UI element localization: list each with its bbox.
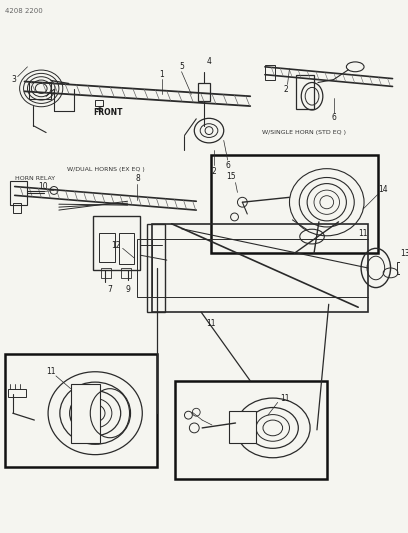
Bar	[137, 239, 152, 297]
Text: 1: 1	[160, 70, 164, 79]
Bar	[211, 155, 378, 253]
Text: 8: 8	[135, 174, 140, 183]
Text: 5: 5	[179, 62, 184, 71]
Text: 11: 11	[46, 367, 56, 376]
Bar	[93, 216, 140, 270]
Text: 10: 10	[38, 182, 48, 191]
Bar	[99, 232, 115, 262]
Bar	[147, 224, 165, 312]
Bar	[8, 389, 26, 397]
Text: 14: 14	[378, 185, 388, 194]
Bar	[119, 232, 134, 264]
Bar	[10, 181, 27, 205]
Text: FRONT: FRONT	[93, 108, 123, 117]
Bar	[5, 354, 157, 467]
Bar	[13, 203, 21, 213]
Bar	[175, 381, 327, 479]
Text: 6: 6	[225, 161, 230, 171]
Text: 12: 12	[111, 241, 120, 250]
Text: 4208 2200: 4208 2200	[5, 8, 43, 14]
Bar	[152, 224, 368, 312]
Text: 4: 4	[206, 58, 211, 67]
Bar	[29, 82, 51, 99]
Bar	[228, 411, 256, 442]
Bar	[296, 75, 314, 109]
Text: 15: 15	[226, 172, 235, 181]
Text: W/SINGLE HORN (STD EQ ): W/SINGLE HORN (STD EQ )	[262, 130, 346, 135]
Text: 13: 13	[400, 249, 408, 258]
Bar	[397, 262, 408, 274]
Text: W/DUAL HORNS (EX EQ ): W/DUAL HORNS (EX EQ )	[67, 167, 145, 172]
Text: 3: 3	[11, 75, 16, 84]
Text: 7: 7	[107, 285, 112, 294]
Bar	[265, 65, 275, 79]
Bar	[71, 384, 100, 442]
Text: HORN RELAY: HORN RELAY	[15, 176, 55, 181]
Text: 11: 11	[206, 319, 216, 328]
Text: 9: 9	[125, 285, 130, 294]
Bar	[101, 268, 111, 278]
Bar	[95, 100, 103, 106]
Text: 11: 11	[358, 229, 368, 238]
Text: 6: 6	[331, 114, 336, 123]
Bar	[198, 84, 210, 101]
Bar	[121, 268, 131, 278]
Text: 2: 2	[283, 85, 288, 94]
Text: 2: 2	[211, 167, 216, 176]
Text: 11: 11	[280, 394, 289, 403]
